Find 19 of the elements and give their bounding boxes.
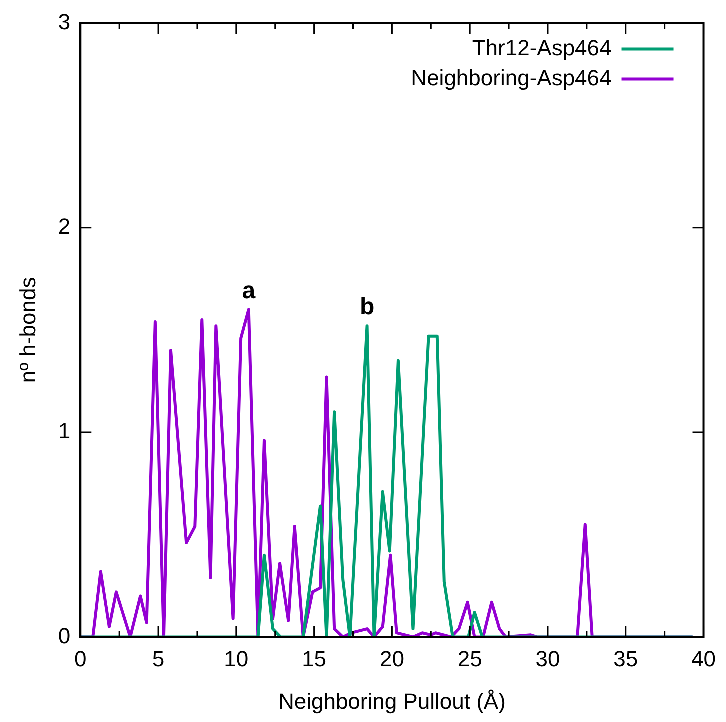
y-tick-label: 1	[58, 418, 71, 444]
x-tick-label: 0	[74, 646, 87, 672]
x-axis-title: Neighboring Pullout (Å)	[278, 688, 506, 714]
x-tick-label: 40	[692, 646, 716, 672]
annotation: b	[360, 294, 375, 321]
x-tick-label: 30	[536, 646, 560, 672]
x-tick-label: 5	[152, 646, 165, 672]
y-axis-title: nº h-bonds	[15, 277, 40, 384]
annotation: a	[242, 277, 256, 304]
legend-label: Thr12-Asp464	[472, 35, 612, 60]
x-tick-label: 20	[380, 646, 404, 672]
x-tick-label: 10	[224, 646, 249, 672]
x-tick-label: 35	[614, 646, 638, 672]
legend-label: Neighboring-Asp464	[411, 65, 612, 90]
y-tick-label: 3	[58, 9, 71, 34]
y-tick-label: 0	[58, 623, 71, 648]
x-tick-label: 25	[458, 646, 482, 672]
x-tick-label: 15	[302, 646, 327, 672]
y-tick-label: 2	[58, 214, 71, 239]
